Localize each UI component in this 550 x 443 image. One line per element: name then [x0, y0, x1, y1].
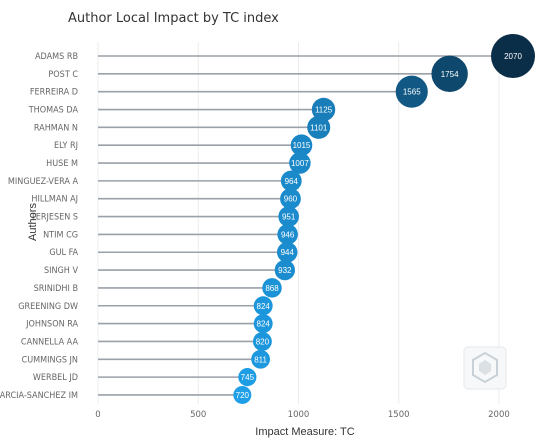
bubble-value-label: 824	[257, 302, 271, 311]
impact-bubble[interactable]	[278, 206, 299, 227]
author-label: WERBEL JD	[33, 373, 78, 383]
watermark-logo	[463, 346, 507, 390]
author-label: CUMMINGS JN	[22, 355, 78, 365]
author-label: POST C	[48, 70, 78, 80]
bubble-value-label: 1125	[315, 106, 333, 115]
author-label: JOHNSON RA	[25, 320, 78, 330]
impact-bubble[interactable]	[251, 349, 270, 369]
author-label: SRINIDHI B	[34, 284, 78, 294]
grid-lines	[97, 42, 500, 404]
impact-bubble[interactable]	[274, 259, 296, 281]
x-axis-title: Impact Measure: TC	[255, 426, 354, 438]
bubble-value-label: 1754	[441, 70, 459, 79]
x-tick-label: 0	[95, 410, 100, 420]
bubble-value-label: 944	[281, 248, 295, 257]
bubble-value-label: 820	[256, 337, 270, 346]
bubble-value-label: 824	[257, 320, 271, 329]
impact-bubble[interactable]	[289, 152, 311, 174]
impact-bubble[interactable]	[280, 170, 302, 192]
impact-bubble[interactable]	[233, 385, 252, 404]
author-label: CANNELLA AA	[21, 337, 79, 347]
author-label: HILLMAN AJ	[31, 195, 78, 205]
impact-bubble[interactable]	[253, 314, 273, 334]
x-tick-label: 2000	[488, 410, 510, 420]
bubble-value-label: 964	[285, 177, 299, 186]
y-axis-title: Authors	[27, 203, 39, 241]
bubble-value-label: 960	[284, 195, 298, 204]
stems	[98, 55, 513, 396]
author-label: ELY RJ	[54, 141, 78, 151]
author-label: TERJESEN S	[30, 213, 78, 223]
author-label: GUL FA	[49, 248, 78, 258]
impact-bubble[interactable]	[395, 75, 428, 108]
bubble-value-label: 1565	[403, 88, 421, 97]
impact-bubble[interactable]	[252, 331, 272, 351]
chart-title: Author Local Impact by TC index	[68, 11, 279, 26]
impact-bubble[interactable]	[431, 55, 468, 93]
x-tick-label: 1500	[388, 410, 410, 420]
bubble-value-label: 811	[254, 355, 267, 364]
impact-bubble[interactable]	[238, 368, 257, 387]
author-label: NTIM CG	[43, 230, 78, 240]
author-label: FERREIRA D	[30, 88, 78, 98]
bubble-value-label: 720	[236, 391, 250, 400]
impact-bubble[interactable]	[491, 34, 535, 78]
bubble-value-label: 932	[278, 266, 292, 275]
bubbles: 2070 1754 1565 1125 1101 1015 1007 964 960 951 946…	[233, 34, 535, 404]
author-label: HUSE M	[46, 159, 78, 169]
author-label: RAHMAN N	[34, 123, 78, 133]
impact-bubble[interactable]	[262, 278, 282, 298]
author-label: SINGH V	[44, 266, 79, 276]
impact-bubble[interactable]	[277, 224, 298, 245]
author-label: MINGUEZ-VERA A	[8, 177, 79, 187]
y-axis-labels: ADAMS RB POST C FERREIRA D THOMAS DA RAHMAN …	[0, 52, 78, 401]
x-tick-label: 1000	[288, 410, 310, 420]
impact-bubble[interactable]	[311, 97, 336, 122]
impact-bubble[interactable]	[307, 115, 331, 139]
x-axis-ticks: 0 500 1000 1500 2000	[95, 410, 509, 420]
author-label: ADAMS RB	[35, 52, 78, 62]
bubble-value-label: 1101	[310, 123, 328, 132]
author-label: GARCIA-SANCHEZ IM	[0, 391, 78, 401]
bubble-value-label: 2070	[504, 52, 522, 61]
author-label: GREENING DW	[18, 302, 78, 312]
bubble-value-label: 1015	[293, 141, 311, 150]
bubble-value-label: 951	[282, 213, 296, 222]
impact-bubble[interactable]	[280, 188, 301, 210]
x-tick-label: 500	[190, 410, 206, 420]
bubble-value-label: 946	[281, 230, 295, 239]
impact-bubble[interactable]	[276, 241, 298, 263]
author-label: THOMAS DA	[28, 106, 79, 116]
bubble-value-label: 745	[241, 373, 255, 382]
impact-bubble[interactable]	[290, 134, 313, 157]
bubble-value-label: 868	[265, 284, 279, 293]
bubble-value-label: 1007	[291, 159, 309, 168]
impact-bubble[interactable]	[253, 296, 273, 316]
